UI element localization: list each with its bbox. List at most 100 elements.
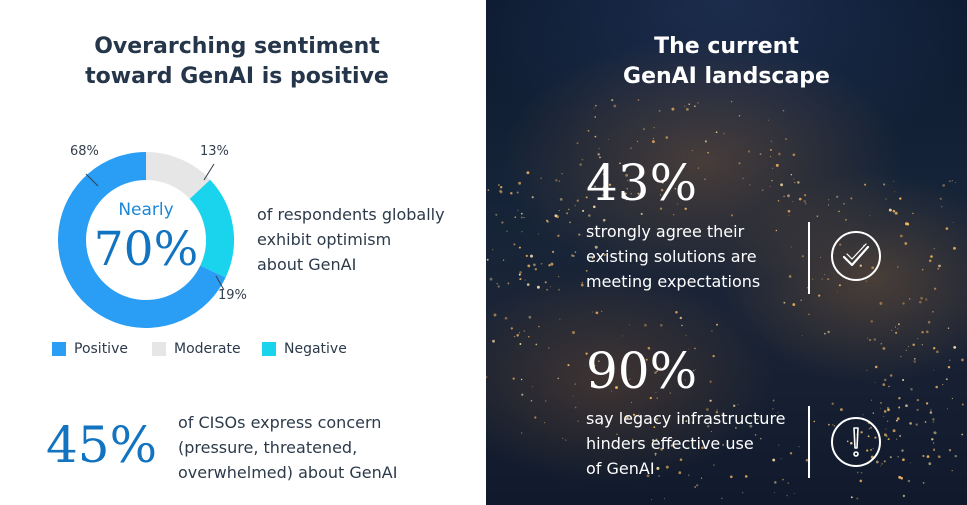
city-light-dot — [780, 183, 784, 187]
city-light-dot — [518, 332, 520, 334]
city-light-dot — [856, 497, 859, 500]
city-light-dot — [758, 415, 761, 418]
city-light-dot — [598, 360, 600, 363]
city-light-dot — [601, 310, 603, 312]
city-light-dot — [788, 214, 790, 217]
city-light-dot — [898, 406, 901, 409]
city-light-dot — [843, 203, 845, 205]
city-light-dot — [947, 408, 948, 410]
city-light-dot — [588, 188, 591, 190]
city-light-dot — [650, 498, 652, 500]
city-light-dot — [960, 358, 964, 362]
city-light-dot — [603, 253, 606, 257]
city-light-dot — [874, 365, 878, 369]
city-light-dot — [899, 234, 903, 238]
city-light-dot — [770, 140, 773, 142]
city-light-dot — [928, 462, 932, 466]
city-light-dot — [774, 481, 777, 484]
ciso-description: of CISOs express concern (pressure, thre… — [178, 410, 438, 485]
city-light-dot — [523, 216, 525, 219]
sentiment-title-line-2: toward GenAI is positive — [85, 64, 389, 89]
city-light-dot — [892, 429, 896, 433]
city-light-dot — [742, 177, 744, 179]
city-light-dot — [501, 221, 504, 224]
city-light-dot — [626, 199, 628, 201]
city-light-dot — [625, 174, 628, 177]
city-lights-background — [486, 99, 964, 500]
city-light-dot — [850, 496, 853, 499]
city-light-dot — [948, 449, 952, 452]
city-light-dot — [536, 285, 540, 289]
city-light-dot — [937, 455, 941, 459]
city-light-dot — [518, 273, 521, 276]
city-light-dot — [935, 385, 938, 389]
city-light-dot — [952, 221, 954, 223]
city-light-dot — [643, 323, 647, 327]
city-light-dot — [607, 138, 609, 141]
city-light-dot — [683, 105, 686, 107]
city-light-dot — [862, 414, 864, 416]
city-light-dot — [692, 369, 695, 372]
city-light-dot — [496, 283, 498, 285]
city-light-dot — [574, 251, 577, 253]
city-light-dot — [619, 162, 621, 165]
city-light-dot — [782, 478, 784, 481]
city-light-dot — [932, 346, 936, 350]
city-light-dot — [845, 219, 847, 221]
city-light-dot — [531, 386, 533, 388]
city-light-dot — [789, 452, 793, 455]
city-light-dot — [839, 243, 842, 246]
city-light-dot — [951, 180, 953, 182]
city-light-dot — [544, 281, 547, 284]
city-light-dot — [626, 164, 628, 167]
city-light-dot — [685, 420, 688, 423]
city-light-dot — [948, 180, 951, 183]
city-light-dot — [949, 359, 951, 361]
city-light-dot — [828, 423, 830, 426]
city-light-dot — [932, 421, 934, 423]
city-light-dot — [653, 126, 655, 129]
city-light-dot — [866, 449, 869, 452]
city-light-dot — [588, 214, 591, 217]
city-light-dot — [889, 374, 893, 377]
city-light-dot — [520, 212, 523, 215]
city-light-dot — [521, 231, 523, 233]
city-light-dot — [681, 324, 683, 327]
city-light-dot — [518, 246, 521, 249]
city-light-dot — [576, 142, 579, 145]
landscape-title-line-1: The current — [654, 34, 799, 59]
city-light-dot — [561, 173, 563, 175]
city-light-dot — [909, 422, 912, 425]
city-light-dot — [602, 190, 605, 193]
city-light-dot — [870, 399, 873, 401]
city-light-dot — [721, 497, 723, 499]
city-light-dot — [683, 166, 685, 168]
city-light-dot — [691, 422, 693, 424]
city-light-dot — [868, 338, 872, 342]
city-light-dot — [626, 416, 629, 419]
city-light-dot — [688, 103, 691, 106]
city-light-dot — [513, 243, 516, 246]
city-light-dot — [866, 369, 868, 371]
city-light-dot — [875, 460, 879, 464]
city-light-dot — [735, 427, 737, 429]
city-light-dot — [898, 397, 901, 400]
city-light-dot — [869, 448, 873, 451]
city-light-dot — [787, 194, 790, 198]
city-light-dot — [738, 115, 741, 117]
city-light-dot — [594, 185, 596, 188]
city-light-dot — [710, 430, 712, 433]
city-light-dot — [925, 298, 928, 301]
city-light-dot — [591, 311, 593, 313]
city-light-dot — [656, 397, 658, 399]
city-light-dot — [904, 242, 908, 245]
donut-center-value: 70% — [93, 222, 199, 277]
city-light-dot — [902, 302, 905, 305]
city-light-dot — [744, 475, 748, 478]
city-light-dot — [558, 180, 561, 183]
landscape-title-line-2: GenAI landscape — [623, 64, 830, 89]
city-light-dot — [671, 107, 675, 111]
city-light-dot — [655, 438, 658, 441]
ciso-desc-line-3: overwhelmed) about GenAI — [178, 463, 398, 482]
city-light-dot — [742, 492, 744, 494]
